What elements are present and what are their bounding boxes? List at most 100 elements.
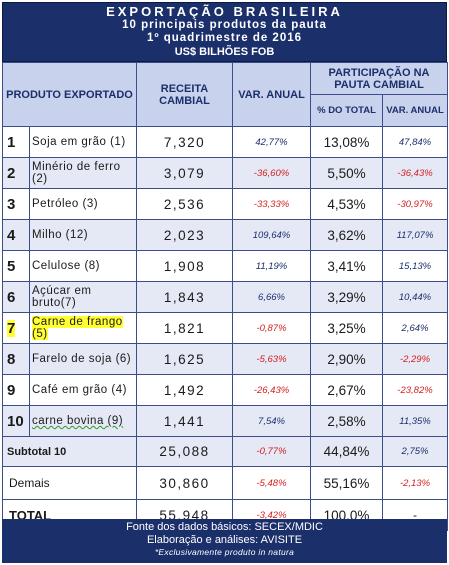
row-pct-total: 3,62% — [310, 219, 383, 251]
row-rank: 9 — [2, 374, 30, 406]
row-produto: Café em grão (4) — [29, 374, 137, 406]
row-var-anual: 109,64% — [232, 219, 311, 251]
table-footer: Fonte dos dados básicos: SECEX/MDIC Elab… — [2, 519, 447, 563]
row-rank: 1 — [2, 126, 30, 158]
row-rank: 2 — [2, 157, 30, 189]
table-row: 10 carne bovina (9) 1,441 7,54% 2,58% 11… — [2, 405, 448, 437]
column-subheader-row: % DO TOTAL VAR. ANUAL — [3, 94, 448, 127]
row-var-anual: -26,43% — [232, 374, 311, 406]
table-period: 1º quadrimestre de 2016 — [146, 32, 303, 44]
row-receita: 1,625 — [136, 343, 233, 375]
row-produto: Milho (12) — [29, 219, 137, 251]
row-var-part: -30,97% — [382, 188, 448, 220]
row-var-part: 2,64% — [382, 312, 448, 344]
row-var-anual: -0,87% — [232, 312, 311, 344]
table-row: 1 Soja em grão (1) 7,320 42,77% 13,08% 4… — [2, 126, 448, 158]
row-produto: Celulose (8) — [29, 250, 137, 282]
row-receita: 3,079 — [136, 157, 233, 189]
row-produto: Farelo de soja (6) — [29, 343, 137, 375]
row-var-part: 15,13% — [382, 250, 448, 282]
table-row: 5 Celulose (8) 1,908 11,19% 3,41% 15,13% — [2, 250, 448, 282]
row-produto: Minério de ferro (2) — [29, 157, 137, 189]
table-row: 3 Petróleo (3) 2,536 -33,33% 4,53% -30,9… — [2, 188, 448, 220]
subtotal-var-part: 2,75% — [382, 436, 448, 467]
row-pct-total: 2,90% — [310, 343, 383, 375]
subtotal-receita: 25,088 — [136, 436, 233, 467]
row-pct-total: 3,29% — [310, 281, 383, 313]
table-subtitle: 10 principais produtos da pauta — [122, 19, 327, 31]
row-pct-total: 5,50% — [310, 157, 383, 189]
col-header-receita: RECEITA CAMBIAL — [136, 62, 233, 127]
row-var-part: 11,35% — [382, 405, 448, 437]
row-produto: Açúcar em bruto(7) — [29, 281, 137, 313]
table-row: 6 Açúcar em bruto(7) 1,843 6,66% 3,29% 1… — [2, 281, 448, 313]
table-row: 8 Farelo de soja (6) 1,625 -5,63% 2,90% … — [2, 343, 448, 375]
table-row: 4 Milho (12) 2,023 109,64% 3,62% 117,07% — [2, 219, 448, 251]
row-produto: Petróleo (3) — [29, 188, 137, 220]
demais-pct-total: 55,16% — [310, 466, 383, 500]
footer-fonte: Fonte dos dados básicos: SECEX/MDIC — [126, 521, 323, 533]
table-row-highlighted: 7 Carne de frango (5) 1,821 -0,87% 3,25%… — [2, 312, 448, 344]
table-row: 9 Café em grão (4) 1,492 -26,43% 2,67% -… — [2, 374, 448, 406]
col-header-pct-total: % DO TOTAL — [310, 94, 383, 127]
table-row: 2 Minério de ferro (2) 3,079 -36,60% 5,5… — [2, 157, 448, 189]
row-produto: Carne de frango (5) — [29, 312, 137, 344]
row-var-part: -2,29% — [382, 343, 448, 375]
row-receita: 1,908 — [136, 250, 233, 282]
demais-var-anual: -5,48% — [232, 466, 311, 500]
row-pct-total: 13,08% — [310, 126, 383, 158]
row-produto: carne bovina (9) — [29, 405, 137, 437]
row-receita: 7,320 — [136, 126, 233, 158]
footer-nota: *Exclusivamente produto in natura — [154, 547, 295, 557]
row-var-part: 117,07% — [382, 219, 448, 251]
row-var-part: -23,82% — [382, 374, 448, 406]
col-header-var-anual: VAR. ANUAL — [232, 62, 311, 127]
row-receita: 1,821 — [136, 312, 233, 344]
subtotal-var-anual: -0,77% — [232, 436, 311, 467]
row-receita: 2,536 — [136, 188, 233, 220]
demais-receita: 30,860 — [136, 466, 233, 500]
col-header-produto: PRODUTO EXPORTADO — [2, 62, 137, 127]
row-var-part: 10,44% — [382, 281, 448, 313]
row-var-anual: -33,33% — [232, 188, 311, 220]
row-rank: 10 — [2, 405, 30, 437]
table-header-banner: EXPORTAÇÃO BRASILEIRA 10 principais prod… — [2, 2, 447, 62]
produto-spellcheck: carne bovina (9) — [32, 415, 124, 427]
footer-elaboracao: Elaboração e análises: AVISITE — [146, 534, 303, 546]
row-pct-total: 2,58% — [310, 405, 383, 437]
row-var-anual: 7,54% — [232, 405, 311, 437]
row-var-part: -36,43% — [382, 157, 448, 189]
subtotal-pct-total: 44,84% — [310, 436, 383, 467]
row-rank: 4 — [2, 219, 30, 251]
subtotal-row: Subtotal 10 25,088 -0,77% 44,84% 2,75% — [2, 436, 448, 467]
row-var-anual: -5,63% — [232, 343, 311, 375]
row-var-anual: 6,66% — [232, 281, 311, 313]
row-var-anual: 42,77% — [232, 126, 311, 158]
export-table: PRODUTO EXPORTADO RECEITA CAMBIAL VAR. A… — [2, 62, 448, 531]
row-rank: 7 — [2, 312, 30, 344]
rank-highlight: 7 — [7, 319, 16, 337]
row-pct-total: 3,41% — [310, 250, 383, 282]
demais-var-part: -2,13% — [382, 466, 448, 500]
col-header-var-anual-part: VAR. ANUAL — [382, 94, 448, 127]
subtotal-label: Subtotal 10 — [2, 436, 137, 467]
row-rank: 3 — [2, 188, 30, 220]
table-title: EXPORTAÇÃO BRASILEIRA — [106, 4, 343, 19]
row-rank: 5 — [2, 250, 30, 282]
row-pct-total: 2,67% — [310, 374, 383, 406]
row-pct-total: 3,25% — [310, 312, 383, 344]
row-var-anual: 11,19% — [232, 250, 311, 282]
row-rank: 6 — [2, 281, 30, 313]
table-unit: US$ BILHÕES FOB — [174, 46, 275, 58]
row-produto: Soja em grão (1) — [29, 126, 137, 158]
table-body: 1 Soja em grão (1) 7,320 42,77% 13,08% 4… — [2, 126, 448, 531]
demais-label: Demais — [2, 466, 137, 500]
row-var-part: 47,84% — [382, 126, 448, 158]
demais-row: Demais 30,860 -5,48% 55,16% -2,13% — [2, 466, 448, 500]
row-rank: 8 — [2, 343, 30, 375]
row-pct-total: 4,53% — [310, 188, 383, 220]
row-receita: 1,441 — [136, 405, 233, 437]
column-header-row: PRODUTO EXPORTADO RECEITA CAMBIAL VAR. A… — [2, 62, 448, 127]
col-header-participacao: PARTICIPAÇÃO NA PAUTA CAMBIAL — [310, 62, 448, 95]
